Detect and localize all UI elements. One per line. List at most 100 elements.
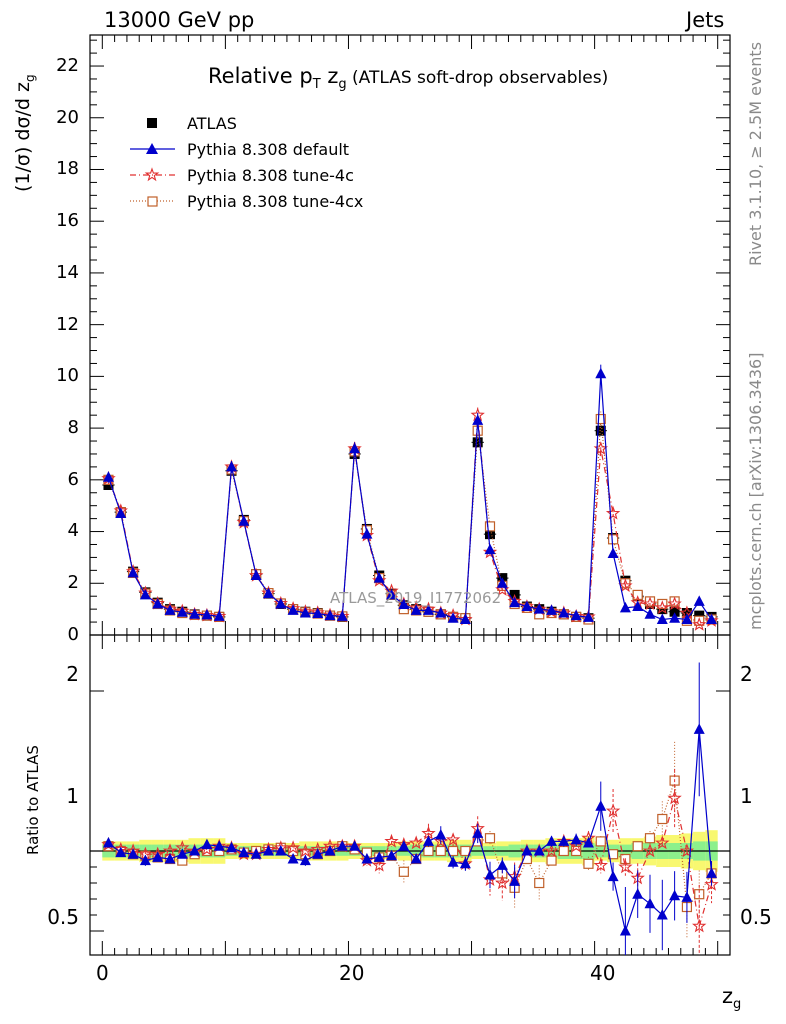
- ratio-default-point: [386, 849, 398, 861]
- ratio-tune4c-point: [384, 833, 399, 848]
- y-tick-label-ratio-left: 0.5: [47, 905, 79, 929]
- ratio-default-point: [115, 846, 127, 858]
- y-tick-label-main: 2: [67, 572, 79, 593]
- main-atlas-point: [669, 606, 680, 617]
- main-default-point: [102, 471, 114, 482]
- ratio-tune4c-point: [605, 803, 621, 818]
- ratio-tune4cx-point: [632, 841, 643, 852]
- y-tick-label-main: 8: [67, 417, 79, 438]
- y-tick-label-main: 0: [67, 624, 79, 645]
- ratio-tune4cx-point: [423, 845, 434, 857]
- ratio-default-point: [410, 853, 422, 864]
- y-tick-label-main: 22: [56, 55, 79, 76]
- ratio-default-point: [213, 840, 225, 851]
- data-series: [101, 364, 719, 955]
- main-tune4c-point: [692, 617, 707, 631]
- main-default-point: [546, 604, 558, 615]
- title-main: Relative p: [208, 64, 313, 88]
- legend-label-default: Pythia 8.308 default: [187, 140, 350, 159]
- ratio-default-point: [484, 869, 496, 880]
- main-tune4cx-point: [607, 534, 619, 545]
- main-default-point: [570, 609, 582, 621]
- main-default-point: [361, 528, 373, 539]
- ratio-default-point: [299, 854, 311, 866]
- x-axis-label: zg: [722, 984, 741, 1012]
- main-default-point: [275, 597, 287, 609]
- ratio-default-point: [656, 909, 668, 920]
- ratio-default-point: [472, 827, 484, 838]
- y-tick-label-ratio-right: 1: [740, 784, 753, 808]
- ratio-default-point: [102, 837, 114, 848]
- energy-label: 13000 GeV pp: [104, 8, 255, 32]
- main-tune4c-point: [642, 596, 658, 611]
- legend-label-tune4c: Pythia 8.308 tune-4c: [187, 166, 354, 185]
- main-default-point: [213, 610, 225, 621]
- y-tick-label-main: 18: [56, 158, 79, 179]
- main-default-point: [176, 606, 188, 617]
- ratio-default-point: [681, 891, 693, 902]
- main-default-point: [472, 414, 484, 425]
- legend-marker-tune4c-icon: [144, 167, 160, 182]
- main-tune4cx-point: [632, 589, 643, 601]
- ratio-tune4c-point: [704, 876, 719, 891]
- x-tick-label: 20: [339, 961, 365, 985]
- ratio-default-point: [336, 840, 348, 851]
- ratio-default-point: [669, 889, 681, 901]
- ratio-default-point: [595, 800, 607, 811]
- y-tick-label-ratio-left: 1: [66, 784, 79, 808]
- ratio-tune4c-point: [408, 835, 424, 850]
- ratio-tune4cx-point: [644, 833, 656, 844]
- main-default-point: [201, 608, 213, 620]
- legend-label-tune4cx: Pythia 8.308 tune-4cx: [187, 192, 364, 211]
- ratio-default-point: [164, 853, 176, 864]
- main-atlas-point: [103, 480, 114, 490]
- main-default-point: [398, 598, 410, 609]
- main-default-point: [607, 547, 619, 559]
- ratio-default-point: [607, 870, 619, 882]
- main-default-point: [226, 460, 238, 472]
- main-default-point: [496, 577, 508, 588]
- main-default-point: [447, 612, 459, 623]
- ratio-default-point: [558, 835, 570, 846]
- y-tick-label-ratio-right: 2: [740, 662, 753, 686]
- ratio-default-point: [152, 851, 164, 862]
- xlabel-sub: g: [733, 997, 742, 1013]
- main-default-point: [619, 601, 631, 613]
- main-default-point: [349, 442, 361, 454]
- ratio-default-point: [275, 845, 287, 856]
- main-default-point: [509, 596, 521, 608]
- ratio-default-point: [632, 888, 644, 899]
- ratio-default-point: [349, 840, 361, 851]
- main-atlas-point: [657, 604, 668, 615]
- main-default-point: [435, 607, 447, 618]
- ratio-default-point: [644, 897, 656, 909]
- main-default-point: [484, 543, 496, 555]
- main-atlas-point: [472, 437, 483, 448]
- main-default-point: [336, 610, 348, 621]
- ratio-tune4cx-point: [657, 813, 668, 825]
- x-tick-label: 0: [96, 961, 109, 985]
- ratio-tune4c-point: [679, 843, 695, 858]
- ratio-default-point: [287, 853, 299, 864]
- main-tune4cx-point: [595, 413, 606, 425]
- ratio-tune4c-point: [544, 843, 559, 858]
- main-tune4c-point: [655, 600, 670, 614]
- main-default-point: [644, 608, 656, 619]
- ratio-default-point: [435, 829, 447, 840]
- main-default-point: [324, 609, 336, 621]
- main-default-point: [558, 607, 570, 618]
- title-sub-t: T: [312, 77, 321, 93]
- main-default-point: [422, 604, 434, 615]
- ratio-tune4cx-point: [694, 889, 705, 900]
- main-default-point: [656, 613, 668, 624]
- main-default-point: [250, 569, 262, 581]
- legend-marker-default-icon: [146, 143, 158, 154]
- main-tune4c-point: [618, 578, 633, 592]
- xlabel-text: z: [722, 984, 734, 1008]
- ratio-default-point: [422, 835, 434, 846]
- ratio-default-point: [509, 875, 521, 886]
- ratio-default-point: [250, 848, 262, 859]
- ratio-default-point: [447, 856, 459, 867]
- main-default-point: [459, 613, 471, 624]
